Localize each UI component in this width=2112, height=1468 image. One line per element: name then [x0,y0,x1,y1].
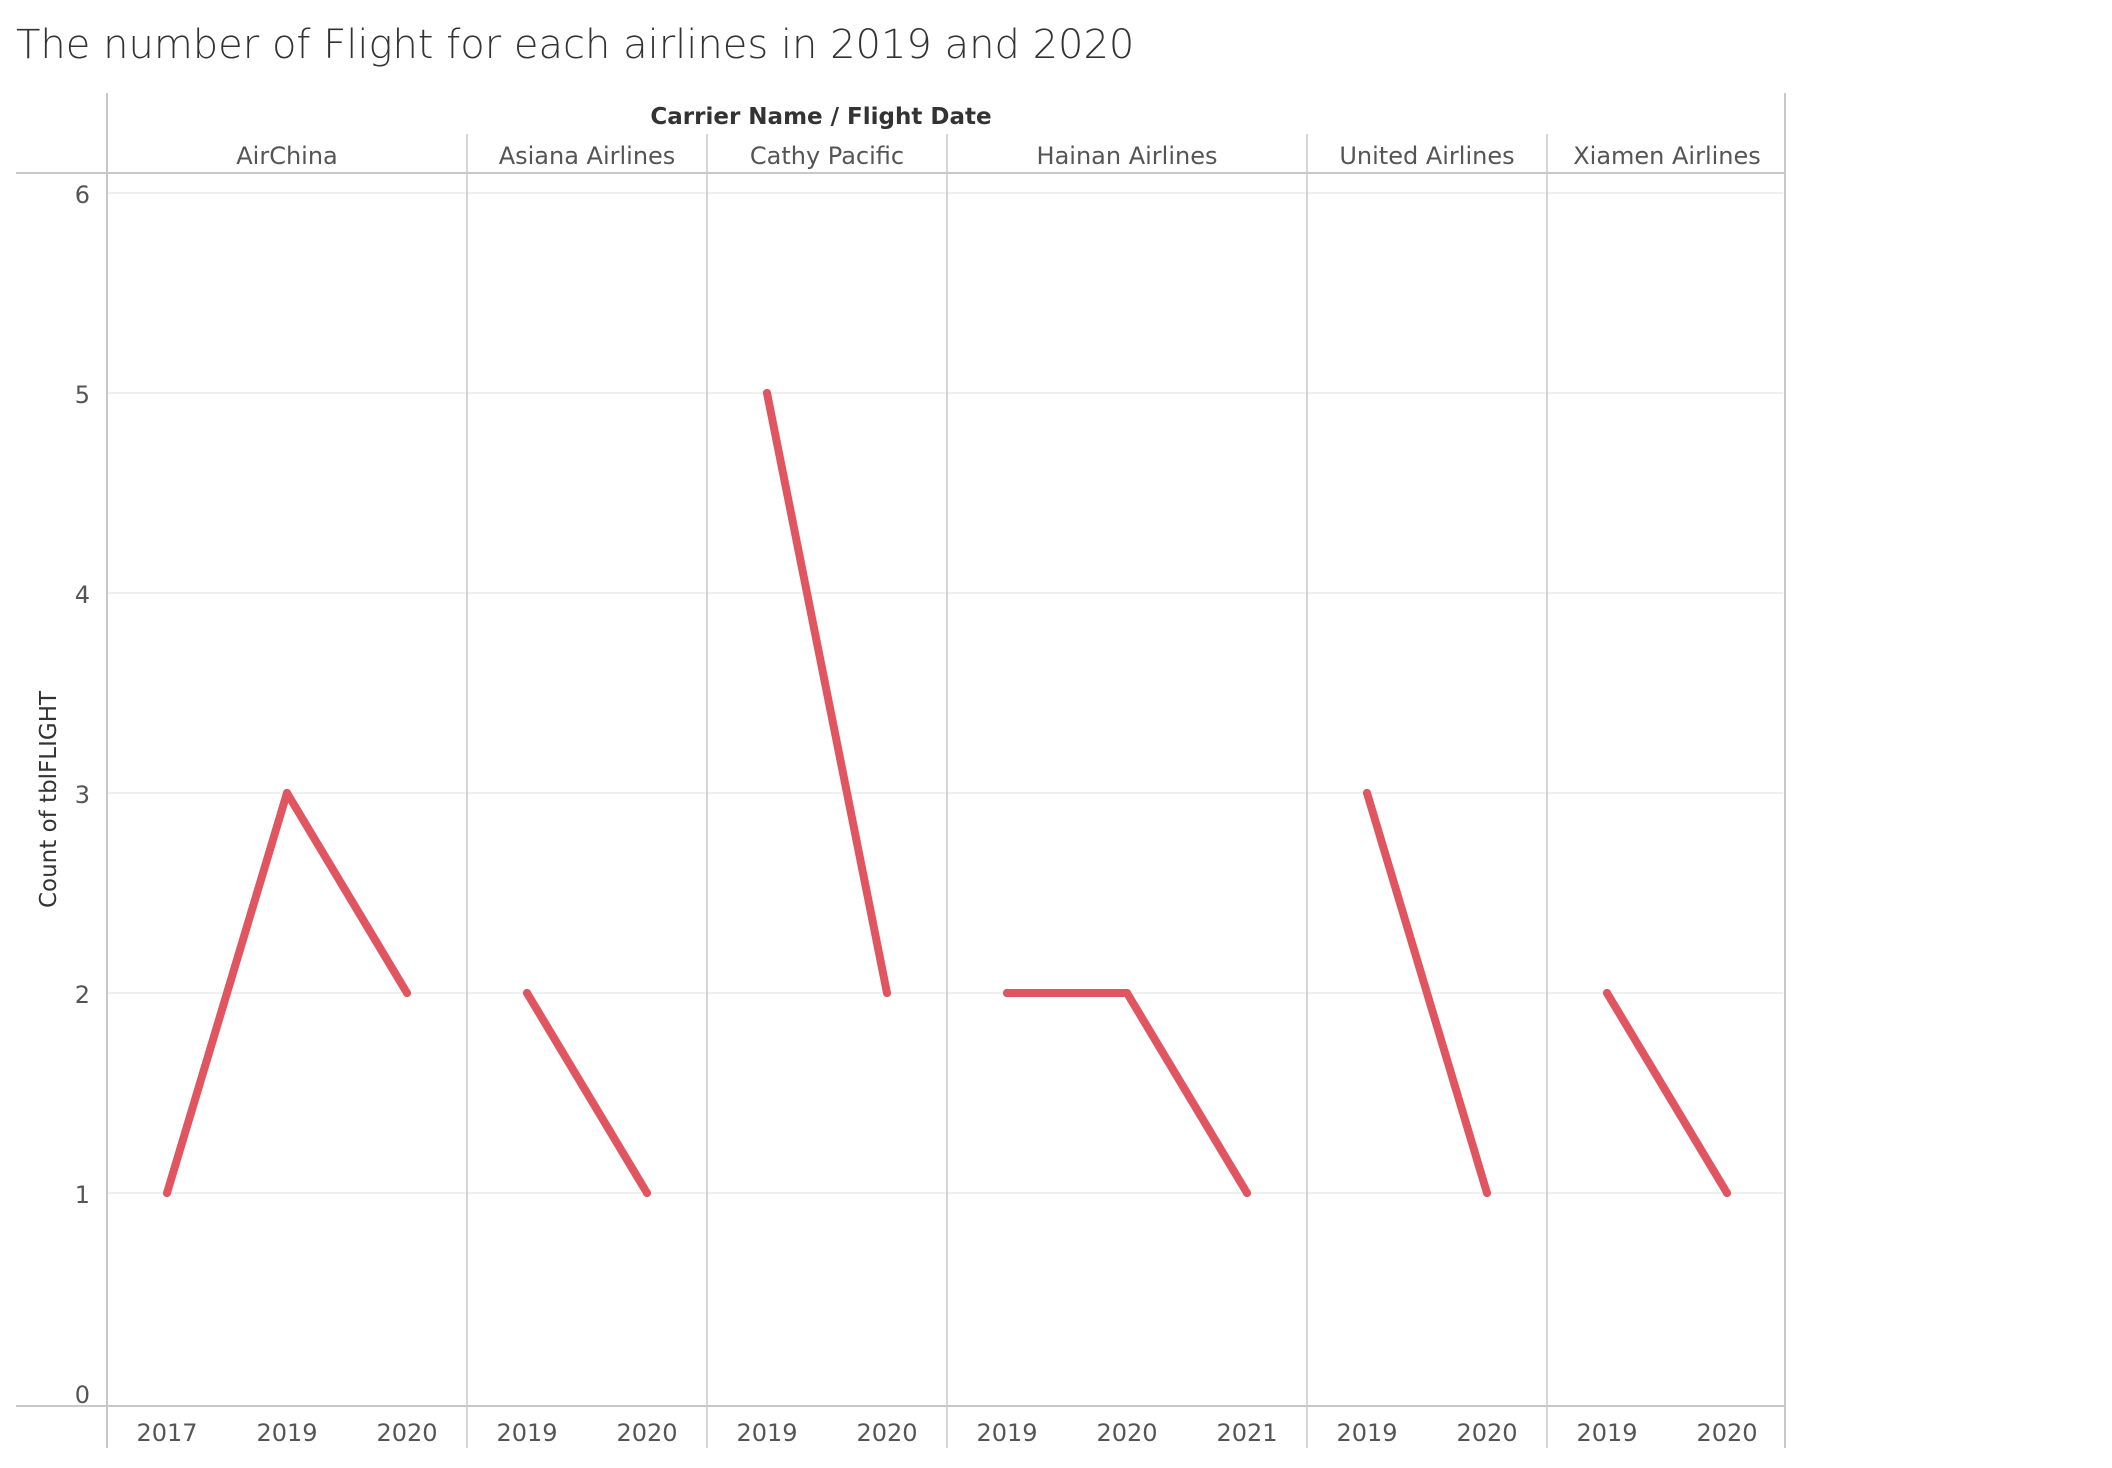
pane-header-2: Cathy Pacific [750,142,904,170]
y-tick-label-1: 1 [75,1181,90,1209]
series-line-3 [1003,989,1251,1197]
y-tick-label-0: 0 [75,1381,90,1409]
column-header: Carrier Name / Flight Date [650,104,991,130]
data-point-2-1 [883,989,891,997]
x-tick-label-3-2: 2021 [1216,1419,1277,1447]
y-tick-label-4: 4 [75,581,90,609]
series-line-1 [523,989,651,1197]
x-tick-label-0-1: 2019 [256,1419,317,1447]
data-point-0-2 [403,989,411,997]
data-point-3-0 [1003,989,1011,997]
y-tick-label-5: 5 [75,381,90,409]
y-tick-label-2: 2 [75,981,90,1009]
series-line-5 [1603,989,1731,1197]
pane-header-3: Hainan Airlines [1037,142,1218,170]
data-point-4-0 [1363,789,1371,797]
y-tick-label-6: 6 [75,181,90,209]
x-tick-label-5-1: 2020 [1696,1419,1757,1447]
pane-header-1: Asiana Airlines [499,142,676,170]
x-tick-label-2-0: 2019 [736,1419,797,1447]
data-point-4-1 [1483,1189,1491,1197]
x-tick-label-0-2: 2020 [376,1419,437,1447]
x-tick-label-5-0: 2019 [1576,1419,1637,1447]
x-tick-label-3-1: 2020 [1096,1419,1157,1447]
x-tick-label-0-0: 2017 [136,1419,197,1447]
pane-header-4: United Airlines [1339,142,1514,170]
gridlines [107,192,1783,1194]
data-point-5-0 [1603,989,1611,997]
data-point-1-0 [523,989,531,997]
data-point-5-1 [1723,1189,1731,1197]
x-tick-label-4-0: 2019 [1336,1419,1397,1447]
x-tick-label-1-1: 2020 [616,1419,677,1447]
pane-header-0: AirChina [236,142,338,170]
series-lines [163,389,1731,1197]
data-point-0-0 [163,1189,171,1197]
data-point-0-1 [283,789,291,797]
x-tick-label-1-0: 2019 [496,1419,557,1447]
chart-title: The number of Flight for each airlines i… [16,22,1135,68]
chart-labels: Carrier Name / Flight Date Count of tblFL… [36,104,1761,1447]
x-tick-label-3-0: 2019 [976,1419,1037,1447]
y-tick-label-3: 3 [75,781,90,809]
chart-frame [16,93,1786,1448]
data-point-2-0 [763,389,771,397]
data-point-3-1 [1123,989,1131,997]
data-point-3-2 [1243,1189,1251,1197]
x-tick-label-4-1: 2020 [1456,1419,1517,1447]
x-tick-label-2-1: 2020 [856,1419,917,1447]
data-point-1-1 [643,1189,651,1197]
series-line-2 [763,389,891,997]
pane-header-5: Xiamen Airlines [1573,142,1761,170]
series-line-4 [1363,789,1491,1197]
y-axis-label: Count of tblFLIGHT [36,690,62,908]
